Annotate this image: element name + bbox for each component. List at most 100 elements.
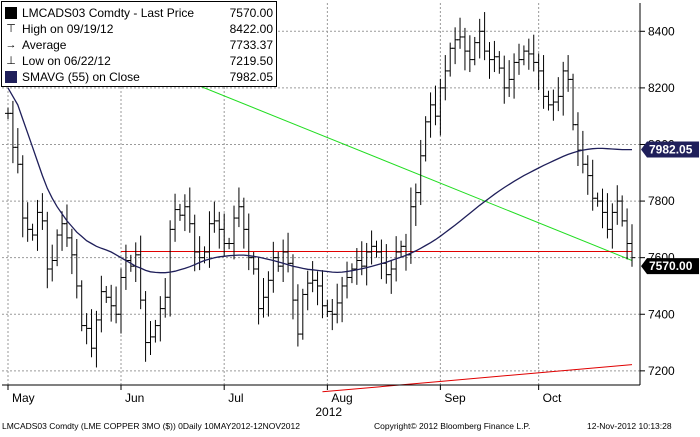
ohlc-bar — [447, 42, 454, 77]
legend-label: Low on 06/22/12 — [22, 54, 111, 68]
ohlc-bar — [574, 112, 581, 166]
ohlc-bar — [471, 36, 478, 66]
ohlc-bar — [49, 244, 56, 282]
x-tick-label: Jul — [228, 391, 243, 405]
ohlc-bar — [486, 42, 493, 79]
ohlc-bar — [452, 27, 459, 65]
legend-row-low: ⊥ Low on 06/22/12 7219.50 — [5, 53, 273, 69]
ohlc-bar — [368, 230, 375, 265]
ohlc-bar — [535, 53, 542, 91]
ohlc-bar — [181, 194, 188, 232]
ohlc-bar — [280, 239, 287, 283]
price-tag: 7982.05 — [641, 141, 699, 158]
ohlc-bar — [540, 55, 547, 109]
legend-row-last-price: LMCADS03 Comdty - Last Price 7570.00 — [5, 5, 273, 21]
ohlc-bar — [457, 17, 464, 49]
legend-value: 7733.37 — [229, 38, 273, 52]
ohlc-bar — [63, 204, 70, 247]
ohlc-bar — [260, 278, 267, 318]
ohlc-bar — [108, 284, 115, 322]
ohlc-bar — [373, 240, 380, 258]
ohlc-bar — [565, 55, 572, 92]
ohlc-bar — [599, 188, 606, 229]
navy-square-icon — [5, 71, 17, 83]
ohlc-bar — [240, 197, 247, 249]
legend-value: 8422.00 — [229, 22, 273, 36]
price-tags: 7982.05 7570.00 — [641, 141, 699, 275]
square-icon — [5, 7, 17, 19]
x-tick-label: May — [12, 391, 35, 405]
ohlc-bar — [594, 192, 601, 207]
ohlc-bar — [545, 90, 552, 111]
ohlc-bar — [132, 242, 139, 283]
ohlc-bar — [339, 276, 346, 323]
ohlc-bar — [353, 248, 360, 285]
price-tag-label: 7570.00 — [649, 259, 693, 273]
ohlc-bar — [245, 213, 252, 271]
ohlc-bar — [186, 187, 193, 233]
sma-line-path — [7, 87, 632, 274]
ohlc-bar — [314, 271, 321, 306]
ohlc-bar — [501, 55, 508, 104]
x-tick-label: Sep — [444, 391, 466, 405]
legend-row-average: → Average 7733.37 — [5, 37, 274, 53]
legend-value: 7982.05 — [229, 70, 273, 84]
ohlc-bar — [496, 51, 503, 74]
legend-value: 7570.00 — [229, 6, 273, 20]
ohlc-bar — [19, 155, 26, 238]
ohlc-bar — [14, 128, 21, 174]
ohlc-bar — [570, 73, 577, 131]
legend-label: LMCADS03 Comdty - Last Price — [22, 6, 195, 20]
ohlc-bar — [604, 193, 611, 239]
sma-line — [7, 87, 632, 274]
ohlc-bar — [216, 211, 223, 249]
ohlc-bar — [437, 78, 444, 136]
low-marker-icon: ⊥ — [6, 55, 16, 67]
ohlc-bar — [378, 239, 385, 280]
ohlc-bar — [299, 288, 306, 340]
x-tick-label: Jun — [125, 391, 144, 405]
ohlc-bar — [555, 77, 562, 112]
ohlc-bar — [530, 34, 537, 72]
ohlc-bar — [348, 263, 355, 284]
ohlc-bar — [422, 116, 429, 162]
x-tick-label: Oct — [543, 391, 562, 405]
ohlc-bar — [191, 214, 198, 272]
ohlc-bar — [137, 235, 144, 310]
ohlc-bar — [304, 270, 311, 311]
ohlc-bar — [39, 193, 46, 230]
ohlc-bar — [93, 310, 100, 368]
ohlc-bar — [113, 286, 120, 324]
ohlc-bar — [383, 244, 390, 284]
ohlc-bar — [285, 232, 292, 273]
y-tick-label: 7200 — [648, 364, 675, 378]
ohlc-bar — [388, 259, 395, 294]
ohlc-bar — [289, 254, 296, 320]
ohlc-bar — [427, 92, 434, 138]
ohlc-bar — [609, 203, 616, 249]
legend-row-high: ⊤ High on 09/19/12 8422.00 — [5, 21, 273, 37]
x-tick-label: Aug — [331, 391, 352, 405]
ohlc-bar — [417, 139, 424, 206]
ohlc-bar — [68, 228, 75, 275]
ohlc-bar — [118, 268, 125, 334]
high-marker-icon: ⊤ — [6, 23, 16, 35]
ohlc-bar — [265, 271, 272, 317]
ohlc-bar — [344, 261, 351, 299]
price-tag-label: 7982.05 — [649, 143, 693, 157]
ohlc-bar — [88, 309, 95, 358]
ohlc-bar — [211, 201, 218, 233]
ohlc-bar — [221, 213, 228, 256]
x-year-label: 2012 — [315, 405, 342, 419]
ohlc-bar — [103, 285, 110, 303]
legend-label: SMAVG (55) on Close — [22, 70, 140, 84]
ohlc-bar — [324, 300, 331, 318]
ohlc-bar — [196, 236, 203, 271]
ohlc-bar — [309, 261, 316, 293]
ohlc-bar — [466, 35, 473, 73]
y-tick-label: 7400 — [648, 307, 675, 321]
ohlc-bar — [461, 27, 468, 71]
legend-label: High on 09/19/12 — [22, 22, 114, 36]
red-trendline — [322, 364, 633, 393]
ohlc-bar — [589, 159, 596, 211]
